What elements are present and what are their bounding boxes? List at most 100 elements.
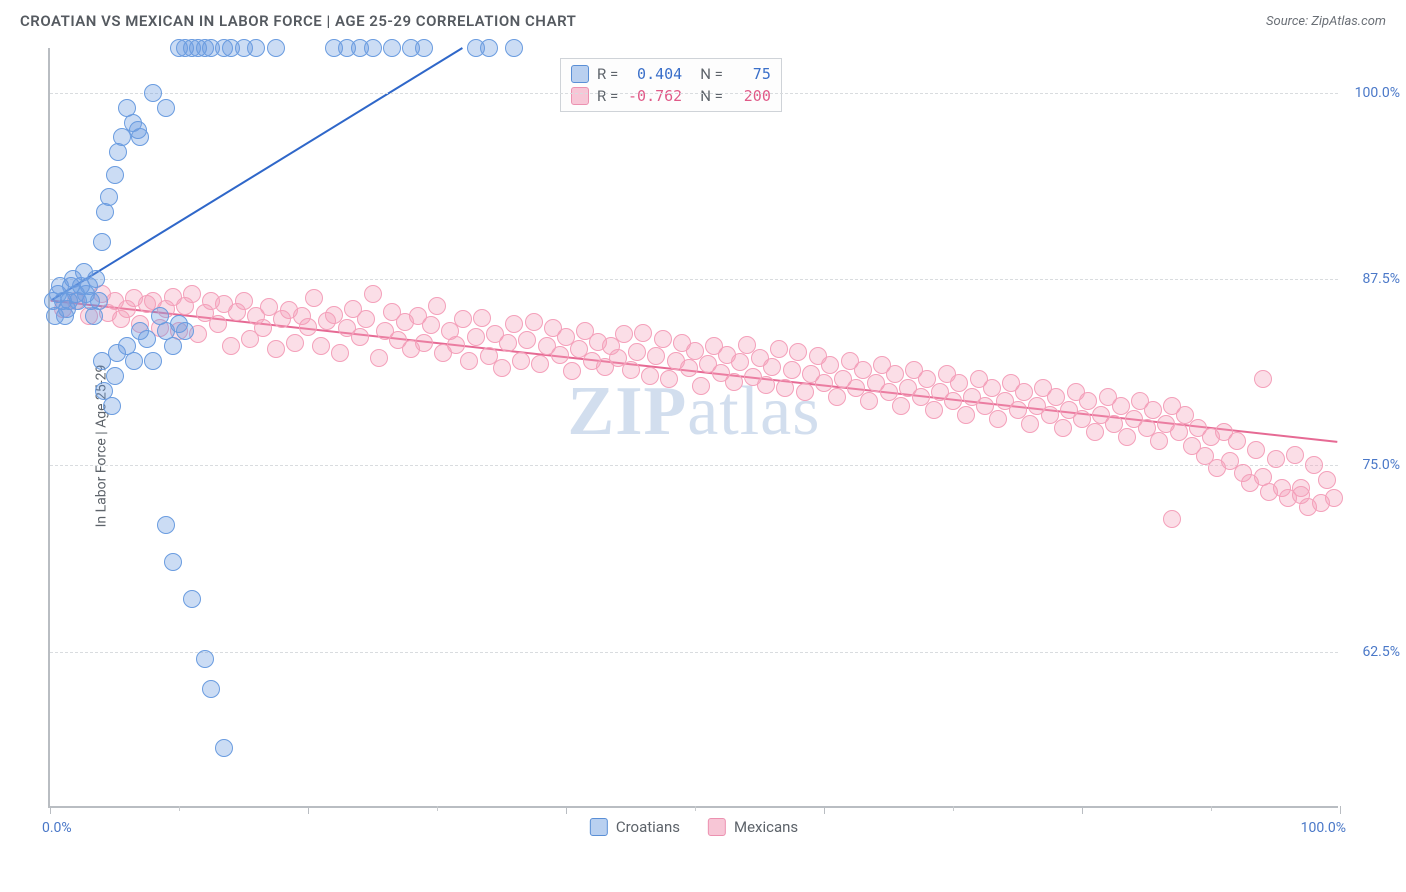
data-point: [957, 406, 975, 424]
corr-legend-row: R = 0.404 N = 75: [571, 63, 771, 85]
x-tick-major: [824, 806, 825, 814]
data-point: [247, 39, 265, 57]
data-point: [415, 39, 433, 57]
data-point: [267, 340, 285, 358]
data-point: [660, 370, 678, 388]
data-point: [505, 39, 523, 57]
data-point: [267, 39, 285, 57]
data-point: [725, 373, 743, 391]
x-tick-minor: [179, 806, 180, 811]
data-point: [692, 377, 710, 395]
data-point: [209, 315, 227, 333]
data-point: [357, 310, 375, 328]
correlation-legend: R = 0.404 N = 75 R = -0.762 N = 200: [560, 58, 782, 112]
grid-line: [50, 93, 1338, 94]
legend-item: Mexicans: [708, 818, 798, 836]
chart-plot-area: ZIPatlas R =0.404N =75R =-0.762N =200 0.…: [48, 48, 1338, 808]
r-value: 0.404: [626, 65, 682, 83]
grid-line: [50, 652, 1338, 653]
x-tick-major: [1082, 806, 1083, 814]
data-point: [176, 322, 194, 340]
n-value: 200: [731, 87, 771, 105]
data-point: [1254, 370, 1272, 388]
data-point: [467, 328, 485, 346]
data-point: [157, 99, 175, 117]
r-label: R =: [597, 87, 618, 105]
data-point: [138, 330, 156, 348]
data-point: [518, 331, 536, 349]
data-point: [103, 397, 121, 415]
data-point: [164, 337, 182, 355]
data-point: [1086, 423, 1104, 441]
data-point: [106, 367, 124, 385]
data-point: [196, 650, 214, 668]
data-point: [93, 233, 111, 251]
n-label: N =: [700, 65, 723, 83]
legend-swatch-icon: [571, 87, 589, 105]
legend-label: Mexicans: [734, 818, 798, 836]
y-tick-label: 62.5%: [1344, 644, 1400, 660]
data-point: [989, 410, 1007, 428]
data-point: [1118, 428, 1136, 446]
data-point: [202, 680, 220, 698]
data-point: [892, 397, 910, 415]
data-point: [364, 39, 382, 57]
data-point: [164, 553, 182, 571]
data-point: [770, 340, 788, 358]
data-point: [460, 352, 478, 370]
r-label: R =: [597, 65, 618, 83]
x-tick-major: [50, 806, 51, 814]
x-tick-minor: [437, 806, 438, 811]
chart-header: CROATIAN VS MEXICAN IN LABOR FORCE | AGE…: [0, 0, 1406, 38]
source-attribution: Source: ZipAtlas.com: [1266, 14, 1386, 29]
data-point: [422, 316, 440, 334]
n-value: 75: [731, 65, 771, 83]
data-point: [1228, 432, 1246, 450]
data-point: [125, 352, 143, 370]
data-point: [222, 337, 240, 355]
legend-swatch-icon: [590, 818, 608, 836]
data-point: [144, 352, 162, 370]
legend-swatch-icon: [571, 65, 589, 83]
data-point: [776, 379, 794, 397]
data-point: [286, 334, 304, 352]
data-point: [641, 367, 659, 385]
data-point: [331, 344, 349, 362]
x-tick-minor: [695, 806, 696, 811]
n-label: N =: [700, 87, 723, 105]
data-point: [860, 392, 878, 410]
data-point: [789, 343, 807, 361]
legend-item: Croatians: [590, 818, 680, 836]
data-point: [157, 516, 175, 534]
data-point: [551, 346, 569, 364]
data-point: [131, 128, 149, 146]
data-point: [783, 361, 801, 379]
grid-line: [50, 465, 1338, 466]
data-point: [828, 388, 846, 406]
data-point: [1292, 479, 1310, 497]
data-point: [531, 355, 549, 373]
y-tick-label: 100.0%: [1344, 85, 1400, 101]
data-point: [454, 310, 472, 328]
data-point: [731, 353, 749, 371]
x-axis-min-label: 0.0%: [42, 820, 72, 836]
data-point: [796, 383, 814, 401]
data-point: [90, 292, 108, 310]
data-point: [383, 39, 401, 57]
data-point: [480, 39, 498, 57]
x-tick-major: [566, 806, 567, 814]
r-value: -0.762: [626, 87, 682, 105]
data-point: [1247, 441, 1265, 459]
data-point: [473, 309, 491, 327]
data-point: [525, 313, 543, 331]
corr-legend-row: R = -0.762 N = 200: [571, 85, 771, 107]
data-point: [1054, 419, 1072, 437]
data-point: [1150, 432, 1168, 450]
data-point: [215, 739, 233, 757]
data-point: [305, 289, 323, 307]
data-point: [235, 292, 253, 310]
data-point: [100, 188, 118, 206]
data-point: [634, 324, 652, 342]
data-point: [628, 343, 646, 361]
chart-title: CROATIAN VS MEXICAN IN LABOR FORCE | AGE…: [20, 12, 576, 30]
